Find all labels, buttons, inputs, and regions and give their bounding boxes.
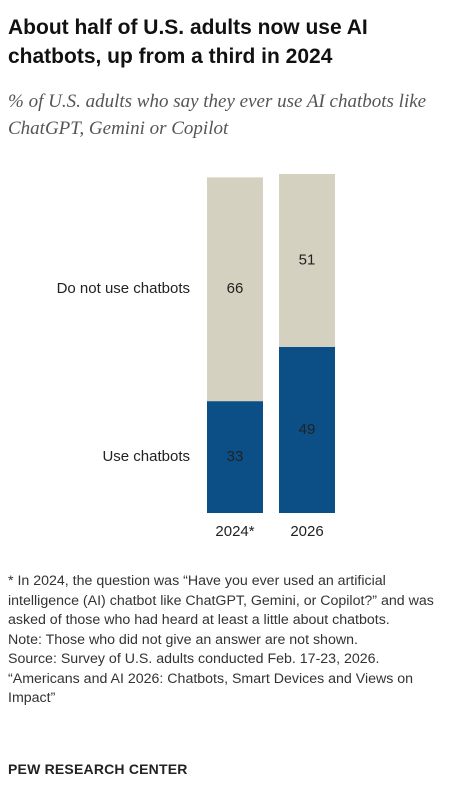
chart: 33 Use chatbots 66 Do not use chatbots 2024*… <box>57 174 335 540</box>
x-tick-label: 2024* <box>215 523 254 540</box>
data-label: 66 <box>227 280 244 297</box>
legend-label: Use chatbots <box>102 448 190 465</box>
data-label: 51 <box>299 251 316 268</box>
legend-label: Do not use chatbots <box>57 280 190 297</box>
bar-segment <box>207 177 263 402</box>
note: “Americans and AI 2026: Chatbots, Smart … <box>8 670 414 707</box>
note: * In 2024, the question was “Have you ev… <box>8 573 434 628</box>
note: Source: Survey of U.S. adults conducted … <box>8 651 380 667</box>
x-tick-label: 2026 <box>290 523 323 540</box>
bar-segment <box>279 174 335 347</box>
data-label: 49 <box>299 421 316 438</box>
chart-subtitle: % of U.S. adults who say they ever use A… <box>8 91 427 139</box>
notes: * In 2024, the question was “Have you ev… <box>8 572 448 709</box>
bar-segment <box>279 346 335 513</box>
note: Note: Those who did not give an answer a… <box>8 631 358 648</box>
data-label: 33 <box>227 448 244 465</box>
chart-title: About half of U.S. adults now use AI cha… <box>8 16 368 68</box>
footer: PEW RESEARCH CENTER <box>8 761 188 777</box>
bar-segment <box>207 401 263 513</box>
